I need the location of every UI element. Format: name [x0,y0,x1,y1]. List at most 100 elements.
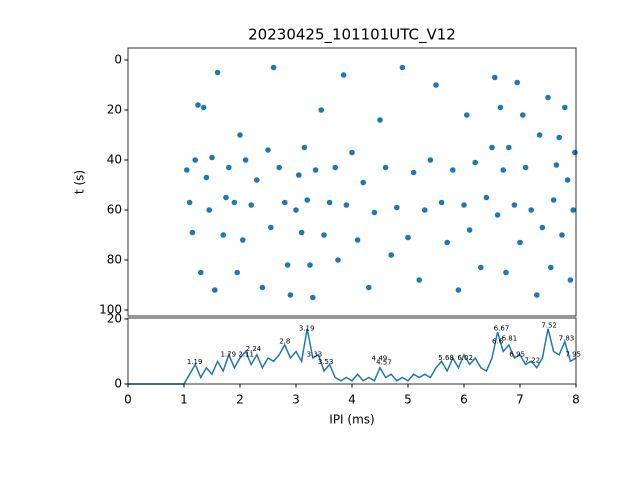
point [304,197,311,203]
x-tick-label: 3 [292,393,300,407]
annotation: 6.95 [509,351,525,359]
point [382,164,389,171]
point [301,144,308,151]
point [562,104,568,111]
point [206,207,212,213]
point [318,107,325,113]
point [410,169,417,176]
point [478,264,484,271]
point [536,132,543,138]
annotation: 4.49 [372,355,388,363]
point [270,64,277,71]
annotation: 6.6 [492,338,504,346]
point [438,199,445,206]
point [450,167,456,173]
point [553,162,560,168]
point [321,232,327,238]
point [296,172,302,178]
point [559,232,565,238]
annotation: 4.57 [376,359,392,367]
annotation: 3.53 [318,358,334,366]
point [455,287,462,293]
point [506,144,512,151]
y-tick-label: 0 [114,53,122,67]
point [335,257,341,263]
point [427,157,434,163]
x-tick-label: 4 [348,393,356,407]
point [494,212,501,218]
point [287,292,294,298]
point [307,262,313,268]
annotation: 1.79 [220,351,236,359]
annotation: 2.8 [279,338,290,346]
annotation: 7.22 [525,357,541,365]
x-tick-label: 6 [460,393,468,407]
y-tick-label: 60 [107,203,122,217]
point [198,269,204,276]
point [226,164,232,171]
point [282,199,288,206]
point [184,167,190,173]
y-tick-label: 20 [107,311,122,325]
point [500,167,507,173]
point [332,164,339,171]
annotation: 3.33 [307,351,323,359]
annotation: 6.81 [502,334,518,342]
point [550,197,557,203]
point [539,224,546,231]
annotation: 6.02 [457,354,473,362]
point [259,284,266,291]
point [231,199,238,206]
point [564,177,571,183]
point [186,199,193,206]
y-tick-label: 80 [107,253,122,267]
point [312,167,319,173]
point [548,264,554,271]
point [466,227,473,233]
point [192,157,198,163]
axes-frame [127,47,577,317]
point [253,177,260,183]
point [223,194,229,201]
point [366,284,372,291]
point [189,229,196,236]
point [349,149,355,156]
point [433,82,439,88]
x-tick-label: 5 [404,393,412,407]
point [394,204,400,211]
point [234,269,240,276]
point [377,117,383,123]
point [444,239,451,246]
y-tick-label: 0 [114,377,122,391]
point [220,232,226,238]
point [520,112,526,118]
point [461,202,467,208]
point [572,149,578,156]
point [203,174,210,181]
y-tick-label: 100 [99,303,122,317]
point [405,234,411,241]
point [522,164,529,171]
annotation: 1.19 [187,358,203,366]
point [242,157,249,163]
point [416,277,423,283]
point [240,237,246,243]
point [567,277,574,283]
point [326,199,333,206]
annotation: 6.67 [494,325,510,333]
point [570,207,576,213]
point [293,207,299,213]
chart-title: 20230425_101101UTC_V12 [248,26,456,45]
point [268,224,274,231]
y-tick-label: 40 [107,153,122,167]
point [200,104,207,111]
point [464,112,470,118]
point [472,159,479,166]
point [545,94,551,101]
point [237,132,243,138]
annotation: 2.11 [238,351,254,359]
annotation: 2.24 [246,345,262,353]
point [195,102,201,108]
